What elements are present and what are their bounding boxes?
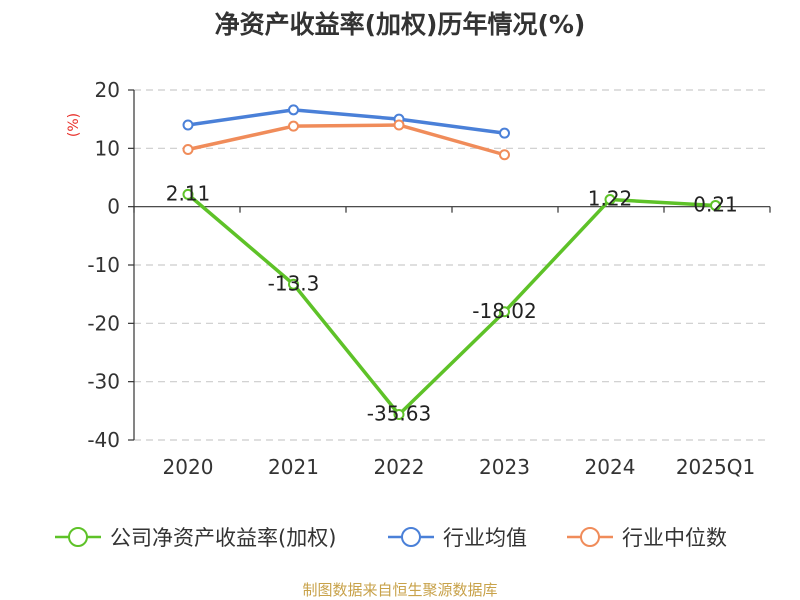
- legend-marker: [580, 527, 600, 547]
- data-point: [604, 194, 616, 206]
- y-tick-label: 0: [107, 195, 120, 219]
- data-labels: 2.11 -13.3 -35.63 -18.02 1.22 0.21: [166, 181, 738, 425]
- series-line: [186, 193, 716, 417]
- data-label: -35.63: [367, 402, 431, 426]
- series-line: [187, 123, 505, 157]
- y-tick-label: -30: [87, 370, 120, 394]
- x-tick-label: 2022: [374, 455, 425, 479]
- x-tick-label: 2020: [163, 455, 214, 479]
- grid-lines: [134, 89, 770, 441]
- chart-title: 净资产收益率(加权)历年情况(%): [215, 10, 586, 39]
- data-point: [288, 104, 299, 116]
- x-tick-label: 2021: [268, 455, 319, 479]
- series-line: [187, 108, 505, 135]
- y-axis-unit-label: (%): [66, 113, 82, 137]
- data-point: [499, 149, 510, 161]
- x-tick-label: 2025Q1: [676, 455, 755, 479]
- y-tick-label: -10: [87, 253, 120, 277]
- y-tick-label: -20: [87, 311, 120, 335]
- data-point: [288, 120, 299, 132]
- legend-marker: [401, 527, 421, 547]
- data-point: [182, 119, 194, 131]
- data-point: [288, 278, 299, 290]
- x-tick-label: 2024: [585, 455, 636, 479]
- data-label: 2.11: [166, 181, 211, 205]
- y-tick-label: -40: [87, 428, 120, 452]
- data-point: [393, 119, 405, 131]
- y-tick-label: 20: [95, 78, 120, 102]
- data-point: [393, 409, 405, 421]
- data-label: 0.21: [693, 192, 738, 216]
- data-point: [710, 199, 721, 211]
- legend-marker: [68, 527, 88, 547]
- data-point: [499, 127, 510, 139]
- axes: 20 10 0 -10 -20 -30 -40 2020 2021 2022 2023 2024 202…: [87, 78, 771, 479]
- series-layer: [182, 104, 721, 421]
- data-point: [182, 188, 194, 200]
- data-label: -13.3: [268, 271, 320, 295]
- data-label: -18.02: [472, 299, 536, 323]
- legend: 公司净资产收益率(加权) 行业均值 行业中位数: [55, 526, 727, 550]
- data-point: [182, 144, 194, 155]
- y-tick-label: 10: [95, 136, 120, 160]
- legend-label: 行业均值: [443, 526, 527, 550]
- data-source-note: 制图数据来自恒生聚源数据库: [302, 581, 497, 599]
- x-tick-label: 2023: [479, 455, 530, 479]
- legend-label: 公司净资产收益率(加权): [110, 526, 336, 550]
- data-label: 1.22: [588, 187, 633, 211]
- data-point: [499, 306, 510, 318]
- legend-label: 行业中位数: [622, 526, 727, 550]
